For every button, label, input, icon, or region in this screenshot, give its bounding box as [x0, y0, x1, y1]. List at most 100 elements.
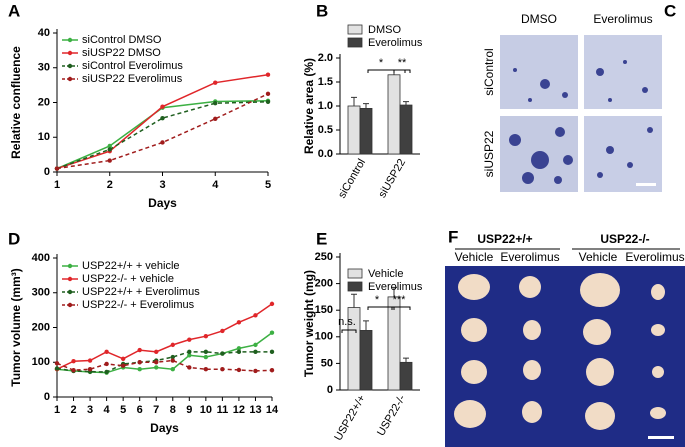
panel-label: A [8, 1, 20, 20]
series-line [56, 359, 273, 372]
column-label: Vehicle [579, 250, 618, 264]
x-axis-title: Days [148, 196, 177, 210]
point [154, 365, 159, 370]
y-tick-label: 200 [32, 321, 50, 333]
point [120, 363, 126, 368]
bar [387, 296, 401, 391]
point [187, 353, 192, 358]
point [137, 360, 142, 365]
x-tick-label: 4 [104, 404, 111, 416]
annotation: *** [393, 294, 407, 306]
legend-label: Vehicle [368, 268, 403, 280]
point [265, 91, 271, 97]
error-bar [351, 293, 357, 308]
point [71, 359, 76, 364]
panel-label: E [316, 229, 327, 248]
x-tick-label: USP22-/- [375, 393, 408, 438]
y-tick-label: 0 [44, 166, 50, 178]
point [220, 351, 225, 356]
point [213, 80, 218, 85]
point [269, 368, 275, 373]
annotation: ** [398, 57, 407, 69]
point [203, 367, 209, 372]
legend-label: USP22+/+ + vehicle [82, 260, 180, 272]
point [213, 116, 218, 122]
point [187, 349, 192, 355]
significance-bracket [391, 306, 411, 310]
error-bar [391, 286, 397, 297]
legend-label: USP22-/- + vehicle [82, 273, 174, 285]
point [203, 354, 209, 360]
point [104, 361, 109, 367]
point [253, 368, 258, 374]
point [265, 99, 271, 105]
point [104, 349, 109, 355]
x-tick-label: 7 [153, 404, 159, 416]
legend-marker [67, 37, 73, 43]
x-tick-label: 11 [217, 404, 229, 416]
point [236, 320, 242, 325]
panel-label: F [448, 227, 458, 246]
legend-marker [67, 289, 73, 295]
point [203, 349, 209, 355]
y-tick-label: 200 [315, 278, 333, 290]
legend-marker [67, 302, 73, 308]
colony-images [500, 35, 662, 192]
legend-marker [67, 50, 73, 56]
point [154, 360, 159, 365]
x-tick-label: 5 [120, 404, 126, 416]
annotation: n.s. [338, 316, 356, 328]
y-tick-label: 100 [315, 331, 333, 343]
x-tick-label: 8 [170, 404, 176, 416]
legend-marker [67, 276, 73, 282]
point [87, 358, 93, 363]
significance-bracket [393, 69, 411, 73]
point [107, 158, 112, 163]
row-label: siControl [482, 48, 496, 95]
x-tick-label: 13 [249, 404, 261, 416]
x-tick-label: 14 [266, 404, 279, 416]
point [220, 328, 225, 334]
point [213, 100, 218, 106]
y-axis-title: Tumor volume (mm³) [9, 268, 23, 386]
y-tick-label: 20 [38, 96, 50, 108]
x-tick-label: 2 [107, 179, 113, 191]
bar [359, 330, 373, 391]
group-label: USP22-/- [600, 232, 649, 246]
legend-label: siControl Everolimus [82, 60, 183, 72]
error-bar [363, 320, 369, 331]
bar [359, 108, 373, 155]
series-line [56, 351, 272, 373]
error-bar [403, 357, 409, 363]
x-tick-label: 1 [54, 179, 60, 191]
point [265, 72, 271, 77]
point [236, 346, 242, 351]
point [170, 354, 175, 360]
row-label: siUSP22 [482, 130, 496, 177]
legend-marker [67, 76, 73, 82]
y-tick-label: 150 [315, 304, 333, 316]
point [137, 367, 142, 372]
tumor-photo [445, 266, 685, 447]
x-tick-label: 4 [212, 179, 219, 191]
legend-marker [67, 63, 73, 69]
significance-bracket [341, 329, 357, 333]
error-bar [363, 103, 369, 109]
x-tick-label: 9 [186, 404, 192, 416]
point [187, 365, 192, 370]
point [187, 337, 192, 342]
point [160, 104, 165, 109]
point [160, 140, 165, 145]
panel-label: B [316, 1, 328, 20]
x-tick-label: 5 [265, 179, 271, 191]
y-tick-label: 50 [321, 357, 333, 369]
series-line [56, 303, 273, 370]
point [87, 367, 93, 372]
y-tick-label: 100 [32, 356, 50, 368]
x-tick-label: 1 [54, 404, 60, 416]
y-tick-label: 40 [38, 27, 50, 39]
column-label: DMSO [521, 12, 557, 26]
significance-bracket [367, 69, 406, 73]
series-line [56, 101, 269, 170]
